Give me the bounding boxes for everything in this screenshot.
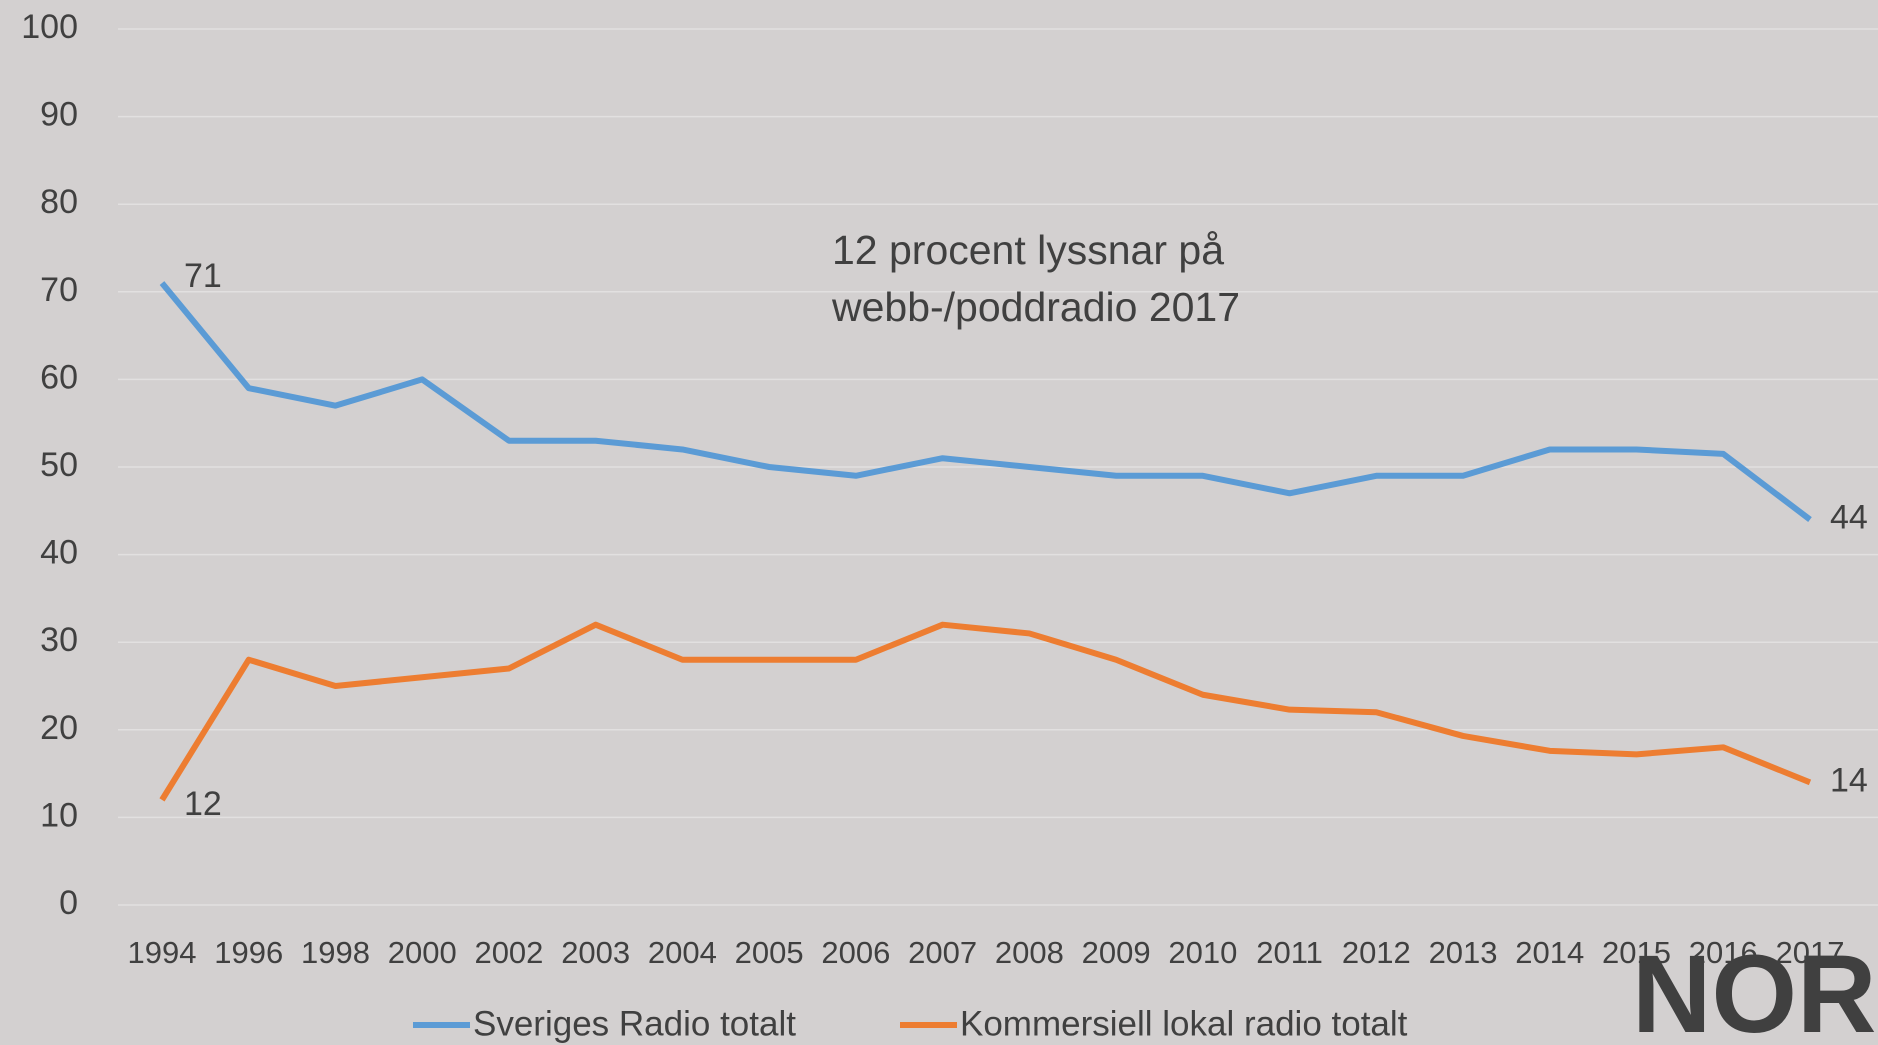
x-tick-label: 2013 — [1429, 935, 1498, 970]
y-tick-label: 50 — [40, 446, 78, 484]
x-tick-label: 2010 — [1168, 935, 1237, 970]
series-line — [159, 621, 1812, 802]
x-tick-label: 2003 — [561, 935, 630, 970]
x-tick-label: 2007 — [908, 935, 977, 970]
y-tick-label: 40 — [40, 534, 78, 572]
x-tick-label: 2012 — [1342, 935, 1411, 970]
x-tick-label: 2005 — [735, 935, 804, 970]
legend-label: Sveriges Radio totalt — [473, 1004, 796, 1043]
logo: NOR — [1632, 933, 1876, 1045]
data-label: 71 — [184, 257, 222, 295]
x-tick-label: 1994 — [128, 935, 197, 970]
x-tick-label: 2014 — [1515, 935, 1584, 970]
y-tick-label: 100 — [21, 8, 78, 46]
data-label: 12 — [184, 785, 222, 823]
y-tick-label: 30 — [40, 621, 78, 659]
x-tick-label: 2017 — [1776, 935, 1845, 970]
x-tick-label: 1996 — [214, 935, 283, 970]
x-tick-label: 2002 — [474, 935, 543, 970]
legend-label: Kommersiell lokal radio totalt — [960, 1004, 1408, 1043]
x-tick-label: 2006 — [821, 935, 890, 970]
x-tick-label: 2011 — [1256, 935, 1323, 970]
y-tick-label: 70 — [40, 271, 78, 309]
data-label: 44 — [1830, 499, 1868, 537]
x-tick-label: 2009 — [1082, 935, 1151, 970]
y-tick-label: 0 — [59, 884, 78, 922]
annotation: webb-/poddradio 2017 — [831, 284, 1240, 330]
y-tick-label: 90 — [40, 96, 78, 134]
x-tick-label: 2016 — [1689, 935, 1758, 970]
annotation: 12 procent lyssnar på — [832, 227, 1224, 273]
y-tick-label: 60 — [40, 358, 78, 396]
x-tick-label: 2000 — [388, 935, 457, 970]
x-tick-label: 1998 — [301, 935, 370, 970]
data-label: 14 — [1830, 761, 1868, 799]
x-tick-label: 2004 — [648, 935, 717, 970]
series-line — [159, 281, 1812, 522]
x-tick-label: 2015 — [1602, 935, 1671, 970]
y-tick-label: 20 — [40, 709, 78, 747]
y-tick-label: 10 — [40, 796, 78, 834]
y-tick-label: 80 — [40, 183, 78, 221]
x-tick-label: 2008 — [995, 935, 1064, 970]
